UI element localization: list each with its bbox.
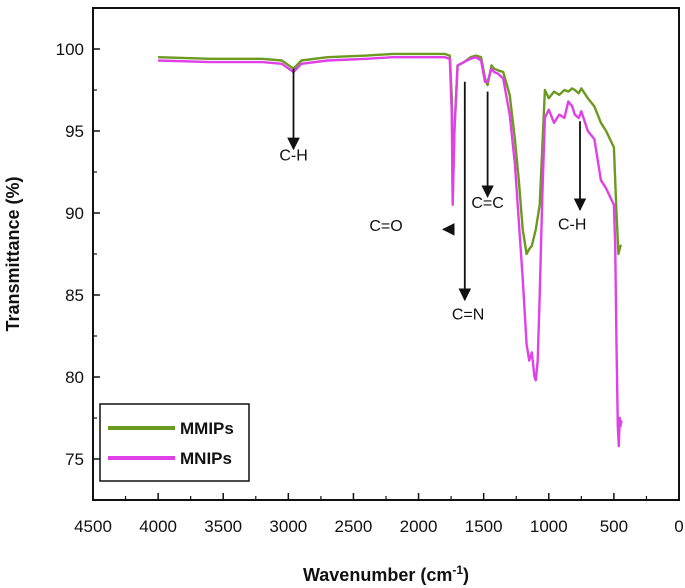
legend-label-mmips: MMIPs	[180, 419, 234, 438]
y-tick-label: 85	[65, 286, 84, 305]
legend-box	[99, 403, 250, 482]
x-axis-title-end: )	[463, 565, 469, 585]
x-tick-label: 2000	[400, 517, 438, 536]
x-axis: 4500 4000 3500 3000 2500 2000 1500 1000 500 0	[74, 493, 684, 536]
y-tick-label: 80	[65, 368, 84, 387]
annotation-label: C=N	[452, 307, 484, 324]
x-tick-label: 1500	[465, 517, 503, 536]
annotation-label: C=C	[471, 195, 503, 212]
x-axis-title-superscript: -1	[452, 563, 463, 577]
y-tick-label: 90	[65, 204, 84, 223]
x-tick-label: 2500	[335, 517, 373, 536]
x-tick-label: 4000	[139, 517, 177, 536]
legend: MMIPs MNIPs	[99, 403, 250, 482]
series-layer	[158, 52, 623, 448]
x-axis-title-main: Wavenumber (cm	[303, 565, 452, 585]
annotation-label: C-H	[558, 216, 586, 233]
annotation-label: C=O	[369, 218, 402, 235]
x-tick-label: 1000	[530, 517, 568, 536]
x-tick-label: 3500	[204, 517, 242, 536]
annotation-label: C-H	[279, 148, 307, 165]
y-axis-title: Transmittance (%)	[3, 176, 23, 331]
x-tick-label: 500	[600, 517, 628, 536]
series-line-mmips	[158, 52, 622, 256]
x-tick-label: 4500	[74, 517, 112, 536]
series-line-mnips	[158, 56, 623, 448]
legend-label-mnips: MNIPs	[180, 449, 232, 468]
y-tick-label: 75	[65, 450, 84, 469]
y-tick-label: 100	[56, 40, 84, 59]
y-tick-label: 95	[65, 122, 84, 141]
x-axis-title: Wavenumber (cm-1)	[303, 563, 469, 585]
x-tick-label: 3000	[269, 517, 307, 536]
y-axis: 75 80 85 90 95 100	[56, 40, 100, 469]
annotation-layer: C-H C=O C=N C=C C-H	[279, 68, 586, 324]
x-tick-label: 0	[674, 517, 683, 536]
